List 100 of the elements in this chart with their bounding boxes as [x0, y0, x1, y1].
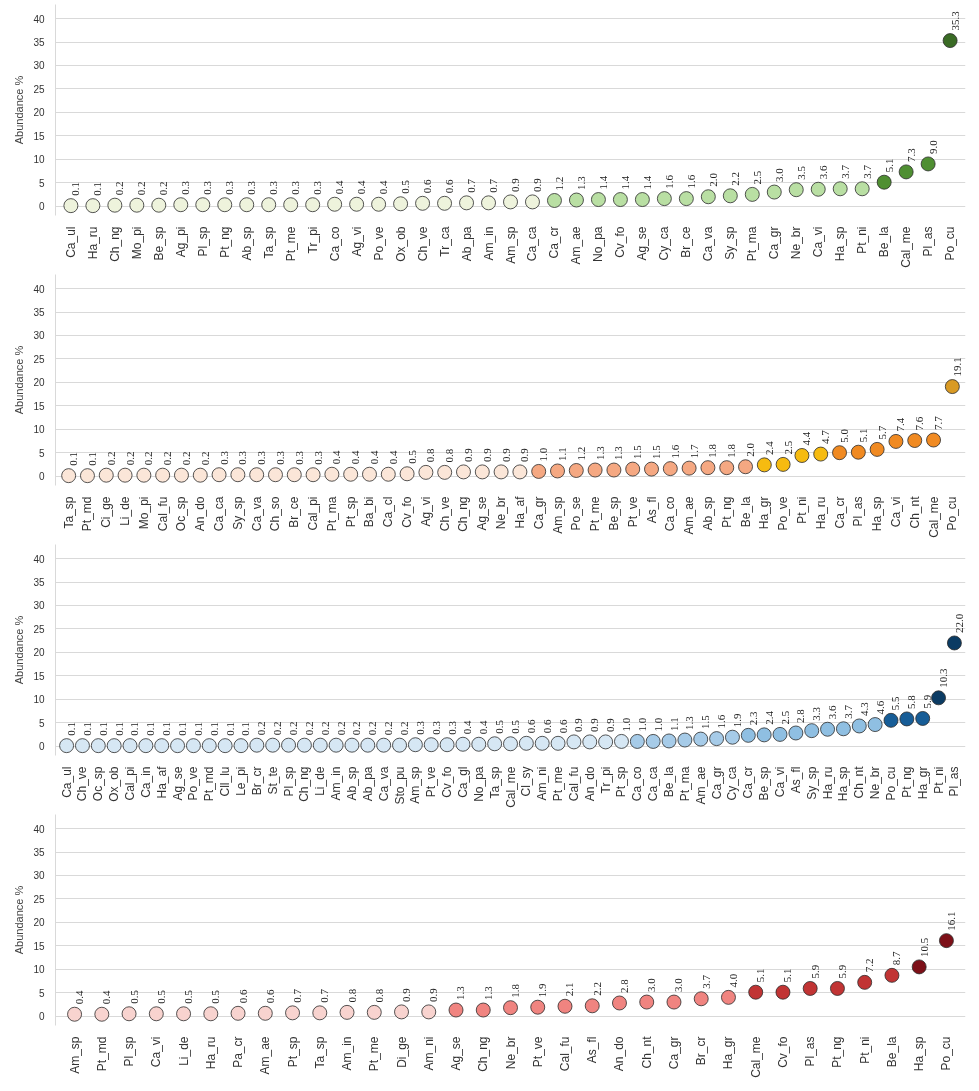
- x-tick-label: Cal_me: [926, 496, 941, 538]
- x-tick-label: Pa_cr: [231, 1036, 246, 1068]
- x-tick-label: Li_de: [176, 1036, 191, 1066]
- point: [192, 467, 208, 483]
- data-label: 2.3: [746, 711, 759, 726]
- data-label: 0.8: [372, 988, 385, 1003]
- point: [376, 737, 392, 753]
- point: [415, 195, 430, 211]
- point: [854, 181, 870, 197]
- x-tick-label: Sy_sp: [723, 226, 738, 260]
- x-tick-label: Oc_sp: [91, 766, 106, 802]
- point: [121, 1006, 137, 1022]
- x-tick-label: Cll_lu: [218, 766, 233, 797]
- x-tick-label: Cal_pi: [123, 766, 138, 801]
- point: [775, 457, 791, 472]
- y-tick-label: 5: [38, 177, 45, 189]
- data-label: 0.2: [287, 721, 300, 736]
- x-tick-label: Pt_sp: [343, 496, 358, 528]
- point: [437, 195, 452, 211]
- point: [90, 738, 106, 754]
- x-tick-label: Br_ce: [679, 226, 694, 258]
- point: [525, 194, 540, 210]
- x-tick-label: Ag_se: [170, 766, 185, 801]
- point: [437, 464, 453, 480]
- x-tick-label: An_do: [582, 766, 597, 802]
- x-tick-label: Ch_ve: [415, 226, 430, 262]
- x-tick-label: Be_sp: [606, 496, 621, 531]
- y-tick-label: 5: [38, 447, 45, 459]
- data-label: 0.1: [85, 451, 98, 466]
- point: [721, 989, 736, 1005]
- data-label: 1.4: [618, 175, 631, 190]
- data-label: 4.4: [800, 431, 813, 446]
- data-label: 0.5: [509, 719, 521, 734]
- data-label: 0.4: [349, 450, 362, 465]
- x-tick-label: Ca_va: [249, 496, 264, 532]
- x-tick-label: Pt_md: [80, 496, 95, 532]
- point: [748, 984, 764, 1000]
- point: [888, 434, 904, 449]
- point: [569, 192, 584, 208]
- data-label: 0.3: [223, 180, 236, 195]
- data-label: 0.9: [509, 177, 521, 192]
- x-tick-label: Pt_me: [283, 226, 298, 262]
- x-tick-label: Ca_ca: [212, 496, 227, 532]
- y-tick-label: 0: [38, 741, 45, 753]
- x-tick-label: Ca_cr: [741, 766, 756, 799]
- y-tick-label: 40: [33, 283, 45, 295]
- data-label: 2.0: [706, 172, 719, 187]
- point: [324, 466, 340, 482]
- point: [305, 197, 321, 213]
- data-label: 3.7: [860, 164, 873, 179]
- point: [456, 464, 471, 480]
- data-label: 0.7: [318, 988, 331, 1003]
- x-tick-label: Pt_md: [94, 1036, 109, 1072]
- point: [392, 737, 407, 753]
- data-label: 1.6: [684, 174, 697, 189]
- x-tick-label: Ca_vi: [773, 766, 788, 798]
- point: [61, 468, 77, 484]
- x-tick-label: Pl_as: [947, 766, 962, 797]
- point: [129, 197, 145, 213]
- point: [738, 459, 753, 475]
- data-label: 2.4: [762, 710, 775, 725]
- y-tick-label: 40: [33, 13, 45, 25]
- point: [656, 191, 672, 207]
- point: [557, 998, 573, 1014]
- point: [876, 174, 892, 190]
- point: [286, 467, 302, 483]
- y-axis-title: Abundance %: [13, 345, 26, 415]
- data-label: 3.0: [645, 977, 658, 993]
- data-label: 7.2: [863, 958, 876, 973]
- x-tick-label: Ca_gr: [666, 1036, 681, 1070]
- x-tick-label: Cal_pi: [306, 496, 321, 531]
- point: [709, 731, 724, 747]
- data-label: 0.2: [382, 721, 395, 736]
- x-tick-label: Pl_sp: [195, 226, 210, 257]
- data-label: 2.8: [794, 708, 807, 723]
- point: [407, 737, 423, 753]
- x-tick-label: Cv_fo: [775, 1036, 790, 1068]
- data-label: 2.2: [728, 172, 741, 186]
- data-label: 0.1: [160, 721, 173, 736]
- point: [94, 1006, 110, 1022]
- x-tick-label: Ne_br: [494, 496, 509, 530]
- y-tick-label: 20: [33, 647, 45, 659]
- point: [591, 192, 606, 207]
- point: [305, 467, 321, 483]
- x-tick-label: Ag_se: [635, 226, 650, 261]
- point: [474, 464, 490, 480]
- data-label: 0.1: [239, 721, 252, 736]
- x-tick-label: Ch_nt: [639, 1035, 654, 1069]
- y-axis-title: Abundance %: [13, 885, 26, 955]
- data-label: 0.6: [263, 989, 276, 1004]
- y-tick-label: 10: [33, 964, 45, 976]
- x-tick-label: Pt_me: [588, 496, 603, 532]
- point: [832, 181, 848, 197]
- point: [80, 468, 95, 484]
- point: [362, 466, 377, 482]
- data-label: 0.3: [292, 450, 305, 465]
- x-tick-label: Ca_va: [376, 766, 391, 802]
- data-label: 16.1: [944, 911, 957, 931]
- x-tick-label: Oc_sp: [174, 496, 189, 532]
- data-label: 1.5: [650, 444, 663, 460]
